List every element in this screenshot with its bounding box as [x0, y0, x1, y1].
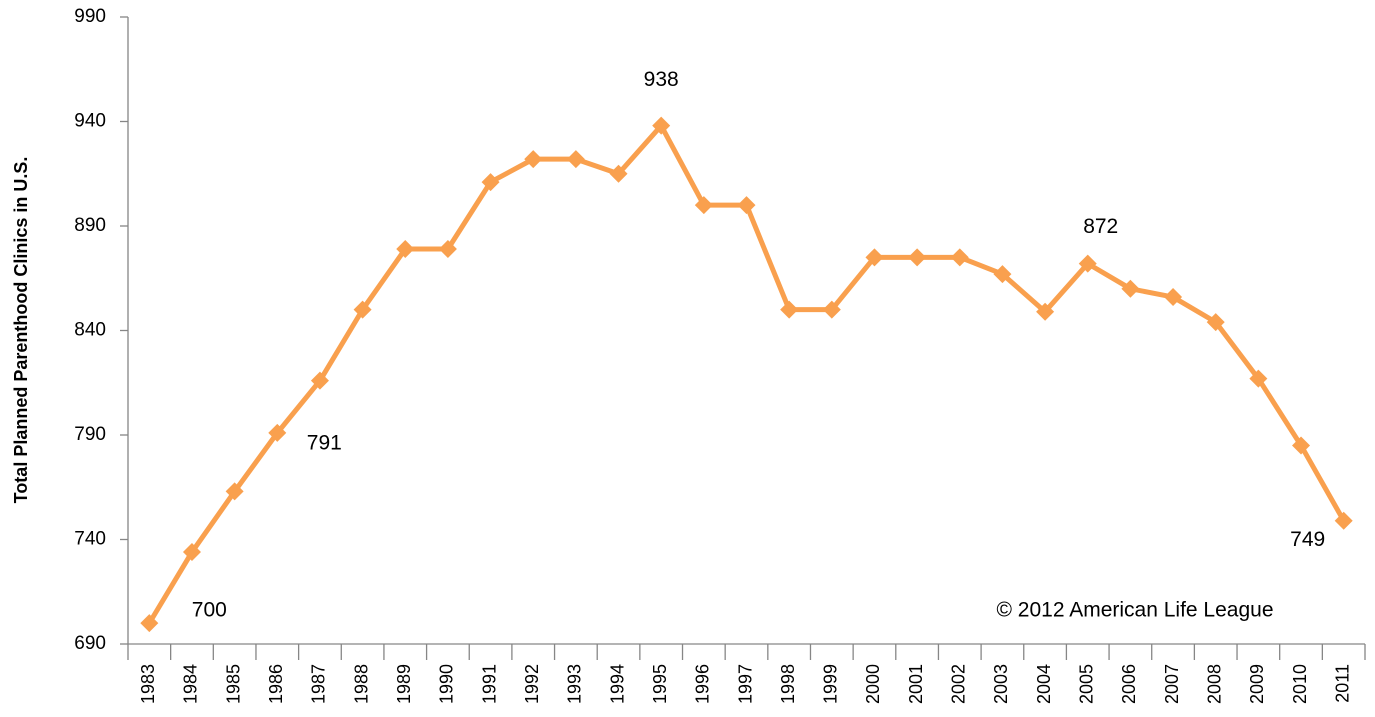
y-tick-label: 940	[74, 111, 106, 132]
data-point	[609, 164, 628, 183]
x-tick-label: 2004	[1034, 664, 1054, 704]
data-point	[822, 300, 841, 319]
data-point	[1334, 511, 1353, 530]
data-point	[438, 239, 457, 258]
x-tick-label: 1990	[437, 664, 457, 704]
data-point	[268, 423, 287, 442]
x-tick-label: 1994	[607, 664, 627, 704]
data-point	[1164, 288, 1183, 307]
y-tick-label: 840	[74, 320, 106, 341]
y-tick-label: 890	[74, 215, 106, 236]
data-point	[1206, 313, 1225, 332]
data-point	[694, 196, 713, 215]
data-point	[396, 239, 415, 258]
data-point	[566, 150, 585, 169]
x-tick-label: 2009	[1247, 664, 1267, 704]
data-point	[737, 196, 756, 215]
data-point	[908, 248, 927, 267]
x-tick-label: 2003	[991, 664, 1011, 704]
y-tick-label: 990	[74, 6, 106, 27]
data-point	[310, 371, 329, 390]
data-point	[1249, 369, 1268, 388]
x-tick-label: 2002	[949, 664, 969, 704]
data-label: 938	[644, 68, 679, 91]
x-tick-label: 1987	[309, 664, 329, 704]
data-point	[353, 300, 372, 319]
data-point	[225, 482, 244, 501]
x-tick-label: 1999	[821, 664, 841, 704]
y-axis-title: Total Planned Parenthood Clinics in U.S.	[11, 157, 31, 504]
data-point	[780, 300, 799, 319]
x-tick-label: 1993	[565, 664, 585, 704]
data-point	[993, 265, 1012, 284]
data-label: 700	[192, 599, 227, 622]
data-point	[1078, 254, 1097, 273]
data-point	[1292, 436, 1311, 455]
x-tick-label: 1991	[479, 664, 499, 704]
data-point	[1036, 302, 1055, 321]
data-label: 791	[307, 431, 342, 454]
x-tick-label: 2011	[1332, 664, 1352, 703]
data-point	[652, 116, 671, 135]
data-point	[865, 248, 884, 267]
x-tick-label: 2000	[863, 664, 883, 704]
x-tick-label: 1986	[266, 664, 286, 704]
data-label: 872	[1083, 215, 1118, 238]
data-point	[481, 173, 500, 192]
y-tick-label: 690	[74, 633, 106, 654]
data-point	[950, 248, 969, 267]
x-tick-label: 1997	[735, 664, 755, 704]
copyright-annotation: © 2012 American Life League	[997, 599, 1274, 622]
x-tick-label: 2006	[1119, 664, 1139, 704]
x-tick-label: 1983	[138, 664, 158, 704]
data-point	[1121, 279, 1140, 298]
x-tick-label: 1998	[778, 664, 798, 704]
y-tick-label: 740	[74, 529, 106, 550]
x-tick-label: 1992	[522, 664, 542, 704]
y-tick-label: 790	[74, 424, 106, 445]
x-tick-label: 2007	[1162, 664, 1182, 704]
x-tick-label: 1985	[223, 664, 243, 704]
data-label: 749	[1290, 528, 1325, 551]
x-tick-label: 1988	[351, 664, 371, 704]
x-tick-label: 2001	[906, 664, 926, 704]
x-tick-label: 1984	[181, 664, 201, 704]
data-point	[524, 150, 543, 169]
x-tick-label: 2010	[1290, 664, 1310, 704]
x-tick-label: 1996	[693, 664, 713, 704]
x-tick-label: 2008	[1204, 664, 1224, 704]
data-point	[140, 614, 159, 633]
x-tick-label: 2005	[1076, 664, 1096, 704]
data-point	[182, 543, 201, 562]
x-tick-label: 1995	[650, 664, 670, 704]
x-tick-label: 1989	[394, 664, 414, 704]
